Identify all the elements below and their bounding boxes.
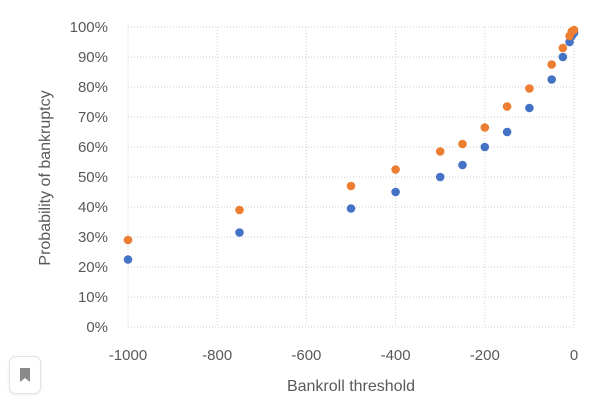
data-point-series-1	[558, 52, 568, 62]
data-point-series-1	[502, 127, 512, 137]
data-point-series-2	[391, 165, 400, 174]
data-point-series-2	[435, 147, 445, 156]
data-point-series-2	[123, 235, 133, 245]
data-point-series-1	[480, 142, 490, 152]
data-point-series-1	[458, 160, 467, 170]
y-tick-label: 100%	[70, 19, 108, 36]
y-tick-label: 70%	[78, 109, 108, 126]
data-point-series-1	[435, 172, 445, 182]
data-point-series-2	[502, 102, 512, 111]
bookmark-icon	[20, 368, 30, 382]
data-point-series-1	[547, 75, 556, 84]
y-tick-label: 80%	[78, 79, 108, 96]
y-axis-title: Probability of bankruptcy	[37, 90, 54, 265]
x-tick-label: -800	[202, 347, 232, 364]
y-tick-label: 10%	[78, 289, 108, 306]
y-tick-label: 90%	[78, 49, 108, 66]
y-tick-label: 0%	[86, 319, 108, 336]
bookmark-button[interactable]	[9, 356, 41, 394]
data-point-series-1	[235, 228, 244, 237]
data-point-series-2	[547, 60, 556, 69]
data-point-series-1	[123, 255, 133, 264]
x-tick-label: 0	[570, 347, 578, 364]
data-point-series-2	[569, 25, 579, 35]
tick-labels: 0% 10% 20% 30% 40% 50% 60% 70% 80% 90% 100% -1000 -8…	[70, 19, 579, 364]
y-tick-label: 20%	[78, 259, 108, 276]
data-point-series-2	[480, 123, 490, 132]
data-point-series-2	[525, 84, 534, 93]
x-tick-label: -600	[291, 347, 321, 364]
data-point-series-2	[558, 43, 568, 53]
data-points	[123, 25, 579, 264]
data-point-series-1	[346, 204, 356, 213]
grid	[127, 26, 575, 328]
data-point-series-1	[525, 103, 534, 113]
x-tick-label: -1000	[109, 347, 147, 364]
x-tick-label: -400	[381, 347, 411, 364]
x-tick-label: -200	[470, 347, 500, 364]
y-tick-label: 40%	[78, 199, 108, 216]
y-tick-label: 30%	[78, 229, 108, 246]
y-tick-label: 60%	[78, 139, 108, 156]
x-axis-title: Bankroll threshold	[287, 378, 415, 395]
y-tick-label: 50%	[78, 169, 108, 186]
data-point-series-1	[391, 187, 400, 197]
data-point-series-2	[346, 181, 356, 191]
data-point-series-2	[235, 205, 244, 215]
data-point-series-2	[458, 139, 467, 149]
